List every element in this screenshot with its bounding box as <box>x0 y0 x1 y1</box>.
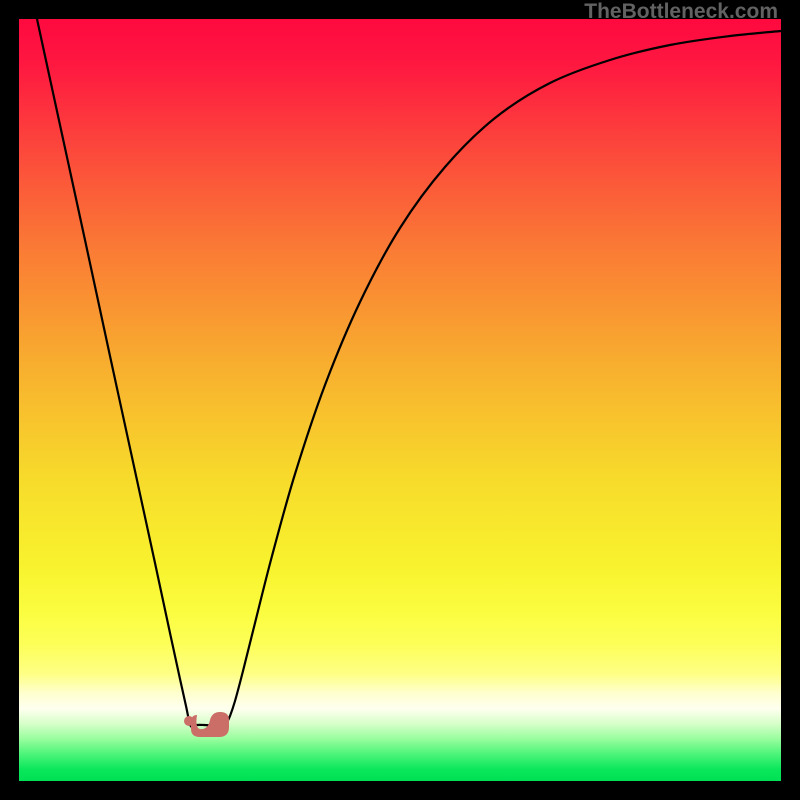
bottleneck-chart <box>0 0 800 800</box>
watermark-text: TheBottleneck.com <box>584 0 778 24</box>
gradient-background <box>19 19 781 781</box>
optimal-point-dot <box>184 716 194 726</box>
